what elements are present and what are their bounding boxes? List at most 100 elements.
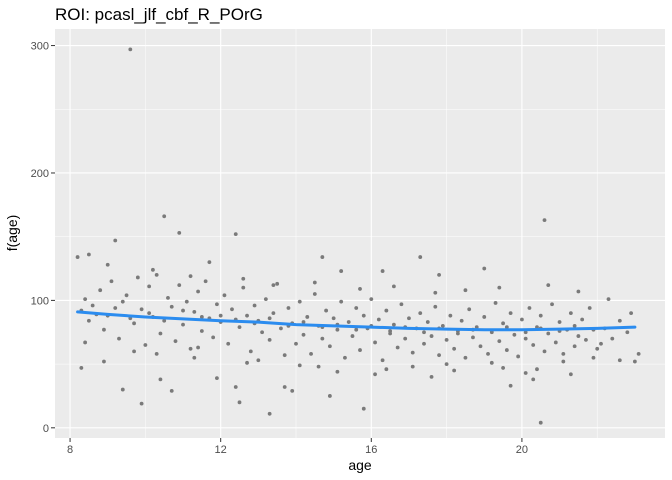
data-point [418,255,423,259]
data-point [245,313,249,318]
data-point [523,371,528,375]
data-point [425,320,430,324]
data-point [215,302,219,307]
data-point [444,362,449,366]
data-point [301,320,306,324]
data-point [301,332,306,337]
data-point [267,316,272,321]
data-point [339,299,344,304]
data-point [83,297,88,302]
data-point [181,322,185,327]
data-point [309,352,313,356]
data-point [294,341,298,346]
data-point [320,336,325,341]
data-point [486,352,490,356]
data-point [508,383,513,388]
data-point [184,299,189,304]
y-tick-label: 100 [31,295,49,307]
data-point [320,255,325,259]
data-point [113,306,118,310]
data-point [361,406,366,411]
data-point [203,279,208,284]
data-point [343,355,347,360]
data-point [312,280,317,285]
data-point [538,420,543,425]
grid-major [55,29,665,438]
data-point [196,289,200,294]
data-point [599,341,603,346]
data-point [199,329,204,333]
data-point [226,341,231,346]
data-point [86,318,91,323]
data-point [139,307,144,312]
data-point [482,266,487,271]
data-point [520,317,524,322]
data-point [546,283,551,288]
data-point [591,355,596,360]
data-point [531,343,536,347]
data-point [297,363,302,368]
data-point [354,327,359,332]
data-point [98,288,103,293]
data-point [128,47,133,52]
data-point [373,340,377,345]
data-point [102,359,106,364]
data-point [335,369,340,374]
data-point [407,316,411,321]
data-point [275,281,280,286]
data-point [489,360,494,365]
data-point [151,267,155,272]
data-point [606,297,611,302]
data-point [230,307,234,312]
data-point [463,288,468,293]
data-point [211,335,216,340]
data-point [75,255,80,259]
data-point [346,320,351,324]
data-point [241,285,246,290]
data-point [109,279,114,284]
data-point [327,394,332,398]
data-point [538,313,543,318]
data-point [215,376,219,381]
data-point [422,330,426,335]
data-point [391,322,396,327]
data-point [410,364,415,369]
data-point [512,332,517,337]
data-point [113,238,118,243]
data-point [444,337,449,342]
data-point [501,321,505,326]
data-point [237,400,242,405]
data-point [542,218,547,223]
data-point [237,325,242,330]
data-point [422,341,426,346]
data-point [497,339,502,344]
data-point [452,368,457,373]
data-point [102,327,106,332]
data-point [260,330,264,335]
data-point [523,336,528,341]
data-point [429,374,434,379]
data-point [399,302,404,307]
data-point [361,313,366,318]
data-point [263,297,268,302]
data-point [542,349,547,354]
data-point [358,287,362,291]
data-point [561,359,566,364]
data-point [79,366,84,370]
data-point [169,388,174,393]
x-tick-label: 12 [215,444,227,456]
data-point [290,388,295,393]
data-point [478,344,483,349]
data-point [350,334,355,338]
data-point [83,340,88,345]
data-point [154,273,159,277]
data-point [135,275,140,280]
data-point [218,313,223,318]
data-point [557,320,562,324]
data-point [523,330,528,335]
data-point [169,304,174,309]
data-point [388,329,393,333]
data-point [166,295,170,300]
y-tick-label: 0 [43,423,49,435]
